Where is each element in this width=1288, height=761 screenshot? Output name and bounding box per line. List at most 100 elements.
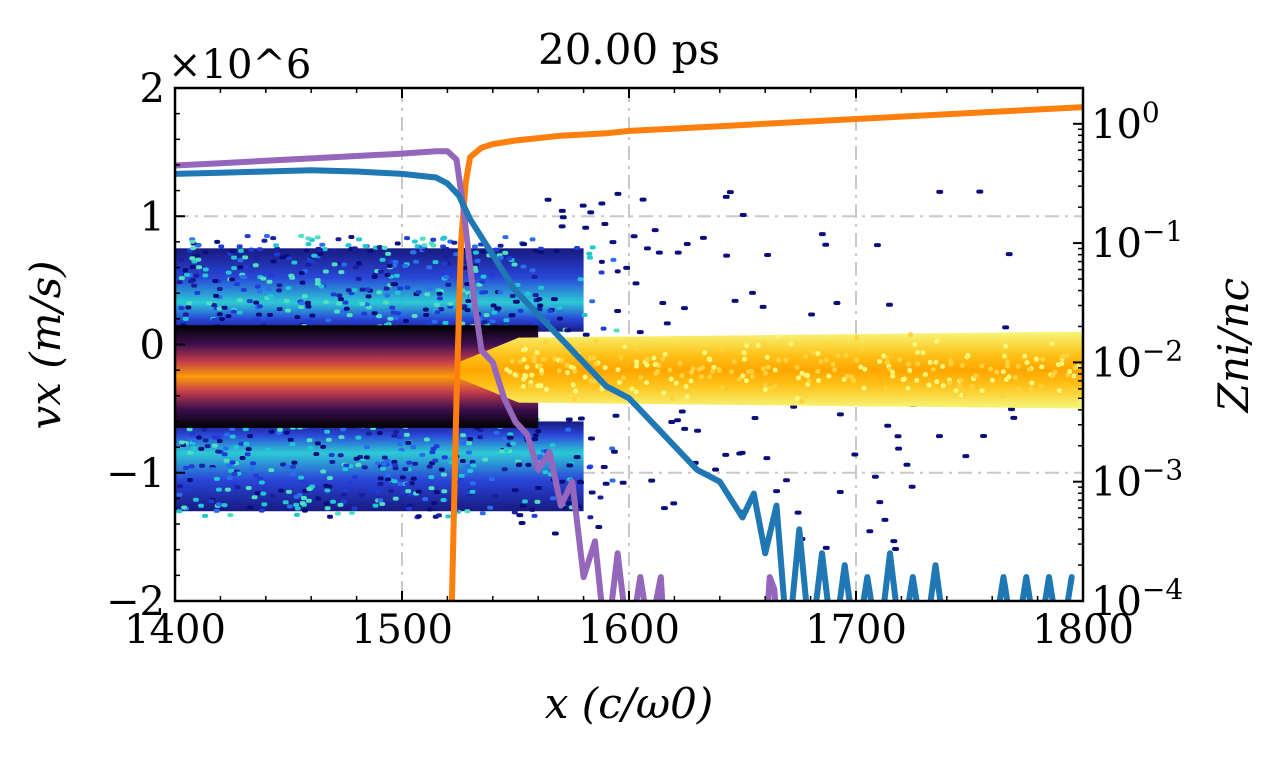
flow-particle	[922, 372, 928, 378]
ion-particle	[340, 438, 347, 443]
flow-particle	[509, 358, 515, 364]
ion-particle	[315, 496, 322, 501]
ion-particle	[284, 308, 291, 313]
ion-particle	[293, 494, 300, 499]
flow-particle	[1052, 369, 1058, 375]
ion-particle	[216, 306, 223, 311]
ion-particle	[553, 248, 560, 253]
ion-particle	[351, 288, 358, 293]
sparse-particle	[822, 242, 830, 247]
ion-particle	[267, 312, 274, 317]
ion-particle	[577, 277, 584, 282]
sparse-particle	[894, 434, 902, 439]
flow-particle	[662, 351, 668, 357]
y2-tick-exponent: −3	[1142, 454, 1183, 487]
flow-particle	[1067, 368, 1073, 374]
ion-particle	[600, 326, 607, 331]
flow-particle	[940, 383, 946, 389]
ion-particle	[305, 262, 312, 267]
ion-particle	[182, 268, 189, 273]
ion-particle	[406, 460, 413, 465]
sparse-particle	[609, 240, 617, 245]
flow-particle	[772, 367, 778, 373]
ion-particle	[195, 257, 202, 262]
ion-particle	[317, 248, 324, 253]
ion-particle	[430, 237, 437, 242]
flow-particle	[841, 377, 847, 383]
ion-particle	[355, 276, 362, 281]
ion-particle	[367, 487, 374, 492]
flow-particle	[573, 388, 579, 394]
sparse-particle	[980, 434, 988, 439]
ion-particle	[447, 301, 454, 306]
sparse-particle	[885, 302, 893, 307]
ion-particle	[419, 453, 426, 458]
ion-particle	[215, 502, 222, 507]
ion-particle	[195, 435, 202, 440]
ion-particle	[343, 306, 350, 311]
flow-particle	[930, 366, 936, 372]
flow-particle	[520, 384, 526, 390]
ion-particle	[342, 300, 349, 305]
flow-particle	[1071, 373, 1077, 379]
ion-particle	[385, 473, 392, 478]
ion-particle	[231, 472, 238, 477]
ion-particle	[470, 463, 477, 468]
ion-particle	[291, 460, 298, 465]
flow-particle	[744, 343, 750, 349]
density-line	[175, 148, 779, 601]
flow-particle	[835, 353, 841, 359]
ion-particle	[426, 464, 433, 469]
ion-particle	[497, 290, 504, 295]
sparse-particle	[833, 300, 841, 305]
sparse-particle	[512, 299, 520, 304]
ion-particle	[178, 257, 185, 262]
sparse-particle	[822, 545, 830, 550]
flow-particle	[1004, 363, 1010, 369]
ion-particle	[482, 290, 489, 295]
flow-particle	[534, 349, 540, 355]
flow-particle	[858, 347, 864, 353]
ion-particle	[210, 303, 217, 308]
ion-particle	[492, 494, 499, 499]
ion-particle	[532, 293, 539, 298]
ion-particle	[440, 498, 447, 503]
flow-particle	[521, 376, 527, 382]
ion-particle	[469, 481, 476, 486]
ion-particle	[188, 279, 195, 284]
ion-particle	[253, 256, 260, 261]
sparse-particle	[506, 435, 514, 440]
flow-particle	[1029, 380, 1035, 386]
sparse-particle	[773, 489, 781, 494]
flow-particle	[762, 341, 768, 347]
ion-particle	[246, 299, 253, 304]
ion-particle	[487, 505, 494, 510]
ion-particle	[447, 268, 454, 273]
ion-particle	[458, 473, 465, 478]
sparse-particle	[723, 253, 731, 258]
ion-particle	[314, 235, 321, 240]
ion-particle	[239, 456, 246, 461]
ion-particle	[404, 482, 411, 487]
ion-particle	[182, 312, 189, 317]
ion-particle	[536, 297, 543, 302]
sparse-particle	[619, 480, 627, 485]
flow-particle	[1003, 343, 1009, 349]
sparse-particle	[565, 417, 573, 422]
ion-particle	[459, 459, 466, 464]
ion-particle	[381, 455, 388, 460]
ion-particle	[434, 302, 441, 307]
ion-particle	[176, 280, 183, 285]
ion-particle	[278, 488, 285, 493]
sparse-particle	[559, 215, 567, 220]
ion-particle	[589, 245, 596, 250]
ion-particle	[426, 265, 433, 270]
ion-particle	[535, 429, 542, 434]
flow-particle	[901, 376, 907, 382]
flow-particle	[1019, 391, 1025, 397]
ion-particle	[396, 435, 403, 440]
ion-particle	[480, 274, 487, 279]
ion-particle	[221, 452, 228, 457]
flow-particle	[896, 357, 902, 363]
ion-particle	[242, 255, 249, 260]
